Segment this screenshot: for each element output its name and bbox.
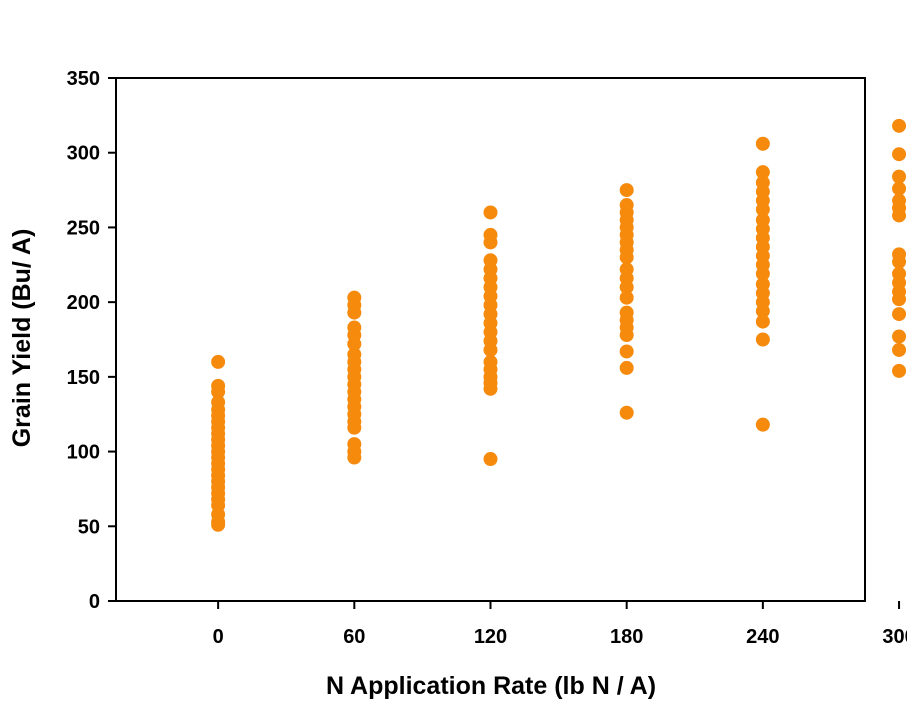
- y-axis-title: Grain Yield (Bu/ A): [8, 229, 36, 448]
- y-tick-label: 150: [67, 367, 100, 389]
- data-point: [619, 250, 634, 265]
- data-point: [619, 405, 634, 420]
- data-point: [347, 305, 362, 320]
- data-point: [619, 280, 634, 295]
- x-tick-label: 0: [213, 626, 224, 648]
- y-tick-label: 300: [67, 143, 100, 165]
- y-tick-label: 100: [67, 442, 100, 464]
- data-point: [755, 332, 770, 347]
- data-point: [211, 354, 226, 369]
- data-point: [483, 381, 498, 396]
- data-point: [755, 417, 770, 432]
- data-points-layer: [211, 118, 907, 532]
- x-tick-label: 60: [343, 626, 365, 648]
- x-tick-label: 240: [746, 626, 779, 648]
- data-point: [755, 304, 770, 319]
- x-tick-label: 120: [474, 626, 507, 648]
- data-point: [755, 314, 770, 329]
- data-point: [483, 452, 498, 467]
- data-point: [347, 450, 362, 465]
- data-point: [619, 360, 634, 375]
- y-tick-label: 200: [67, 292, 100, 314]
- data-point: [892, 254, 907, 269]
- y-tick-label: 0: [89, 591, 100, 613]
- data-point: [892, 363, 907, 378]
- data-point: [755, 136, 770, 151]
- data-point: [892, 118, 907, 133]
- data-point: [892, 147, 907, 162]
- data-point: [483, 342, 498, 357]
- data-point: [892, 329, 907, 344]
- y-tick-label: 250: [67, 217, 100, 239]
- data-point: [619, 344, 634, 359]
- data-point: [619, 328, 634, 343]
- data-point: [483, 205, 498, 220]
- data-point: [755, 165, 770, 180]
- data-point: [892, 292, 907, 307]
- y-tick-label: 50: [78, 516, 100, 538]
- data-point: [619, 183, 634, 198]
- x-tick-label: 300: [882, 626, 907, 648]
- x-tick-label: 180: [610, 626, 643, 648]
- data-point: [619, 290, 634, 305]
- data-point: [211, 384, 226, 399]
- data-point: [892, 181, 907, 196]
- data-point: [892, 169, 907, 184]
- data-point: [347, 420, 362, 435]
- data-point: [755, 266, 770, 281]
- x-axis-title: N Application Rate (lb N / A): [326, 672, 656, 700]
- data-point: [755, 202, 770, 217]
- data-point: [347, 336, 362, 351]
- y-tick-label: 350: [67, 68, 100, 90]
- data-point: [892, 342, 907, 357]
- data-point: [892, 208, 907, 223]
- data-point: [892, 307, 907, 322]
- y-axis-ticks: 0 50 100 150 200 250 300 350: [67, 68, 116, 613]
- data-point: [211, 517, 226, 532]
- x-axis-ticks: 0 60 120 180 240 300: [213, 601, 907, 648]
- data-point: [483, 235, 498, 250]
